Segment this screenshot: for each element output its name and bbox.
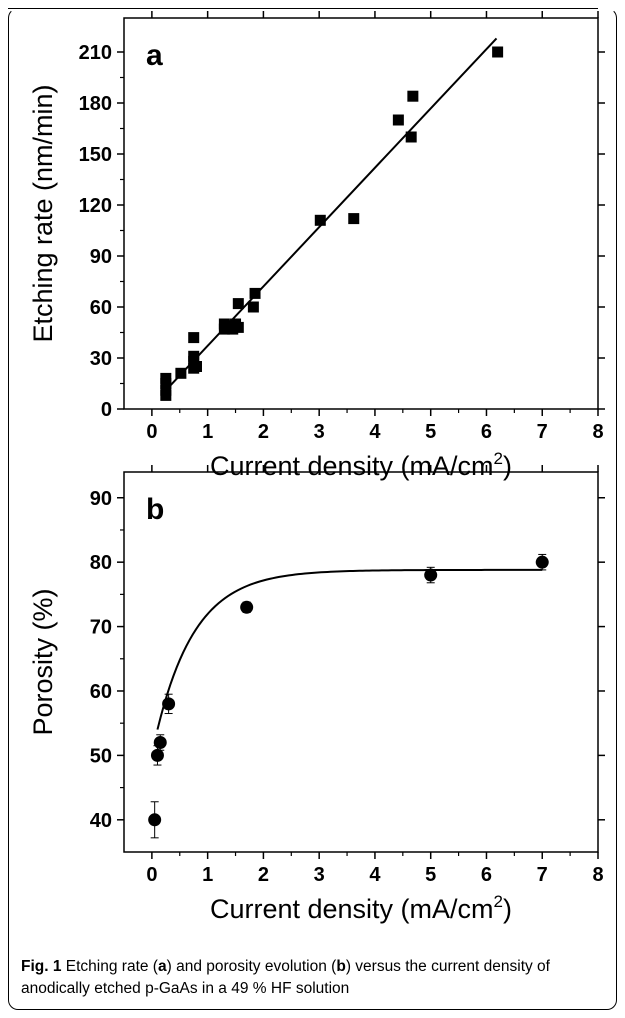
figure-frame — [8, 8, 617, 1010]
x-axis-title-close: ) — [503, 894, 512, 924]
y-tick-label: 0 — [101, 399, 112, 421]
x-tick-label: 5 — [425, 864, 436, 886]
y-tick-label: 50 — [90, 745, 112, 767]
y-tick-label: 70 — [90, 617, 112, 639]
data-point — [175, 367, 187, 379]
caption-part3: ) versus the current density of anodical… — [21, 958, 550, 997]
x-tick-label: 8 — [592, 864, 603, 886]
data-point — [188, 350, 200, 362]
y-tick-label: 150 — [79, 144, 112, 166]
data-point — [314, 214, 326, 226]
data-point — [249, 287, 261, 299]
data-point — [247, 301, 259, 313]
x-axis-title-superscript: 2 — [494, 449, 503, 468]
y-tick-label: 80 — [90, 552, 112, 574]
fit-line — [165, 37, 498, 391]
x-axis-title: Current density (mA/cm2) — [210, 449, 512, 481]
y-axis-title: Porosity (%) — [28, 588, 58, 735]
chart-panel-b: 0 1 2 3 4 5 6 7 8 40 50 60 70 80 90 b Current density (m… — [28, 465, 605, 924]
y-tick-label: 120 — [79, 195, 112, 217]
x-axis-title-main: Current density (mA/cm — [210, 451, 494, 481]
y-tick-label: 60 — [90, 297, 112, 319]
x-axis-title: Current density (mA/cm2) — [210, 892, 512, 924]
panel-letter: b — [146, 493, 164, 526]
y-tick-label: 60 — [90, 681, 112, 703]
data-point — [232, 321, 244, 333]
x-tick-label: 3 — [314, 421, 325, 443]
x-axis-title-main: Current density (mA/cm — [210, 894, 494, 924]
caption-label: Fig. 1 — [21, 958, 62, 975]
x-tick-label: 0 — [146, 421, 157, 443]
data-point — [160, 372, 172, 384]
x-tick-label: 7 — [537, 421, 548, 443]
y-tick-label: 90 — [90, 488, 112, 510]
x-tick-label: 0 — [146, 864, 157, 886]
x-tick-label: 2 — [258, 864, 269, 886]
data-point — [492, 46, 504, 58]
y-tick-label: 40 — [90, 810, 112, 832]
plot-area-a — [123, 17, 599, 410]
x-tick-label: 4 — [369, 421, 381, 443]
data-point — [348, 213, 360, 225]
figure-caption: Fig. 1 Etching rate (a) and porosity evo… — [21, 956, 611, 1000]
x-axis-title-superscript: 2 — [494, 892, 503, 911]
caption-ref-a: a — [157, 958, 167, 975]
data-point — [405, 131, 417, 143]
x-tick-label: 1 — [202, 864, 213, 886]
x-tick-label: 1 — [202, 421, 213, 443]
chart-panel-a: 0 1 2 3 4 5 6 7 8 0 30 60 90 120 150 180 210 a Current den… — [28, 11, 605, 481]
x-tick-label: 6 — [481, 421, 492, 443]
figure-frame-top — [8, 8, 598, 9]
y-tick-label: 210 — [79, 42, 112, 64]
data-point — [150, 748, 164, 762]
plot-area-b — [123, 471, 599, 853]
data-point — [162, 697, 176, 711]
data-point — [392, 114, 404, 126]
data-point — [188, 332, 200, 344]
data-point — [535, 555, 549, 569]
y-tick-label: 180 — [79, 93, 112, 115]
x-tick-label: 5 — [425, 421, 436, 443]
x-tick-label: 6 — [481, 864, 492, 886]
fit-curve — [156, 568, 543, 730]
data-point — [424, 568, 438, 582]
y-tick-label: 30 — [90, 348, 112, 370]
x-tick-label: 8 — [592, 421, 603, 443]
data-point — [240, 600, 254, 614]
x-tick-label: 4 — [369, 864, 381, 886]
x-tick-label: 7 — [537, 864, 548, 886]
x-axis-title-close: ) — [503, 451, 512, 481]
panel-letter: a — [146, 39, 163, 72]
caption-part1: Etching rate ( — [61, 958, 158, 975]
data-point — [153, 736, 167, 750]
x-tick-label: 3 — [314, 864, 325, 886]
data-point — [148, 813, 162, 827]
y-tick-label: 90 — [90, 246, 112, 268]
data-point — [232, 298, 244, 310]
caption-ref-b: b — [336, 958, 346, 975]
data-point — [160, 384, 172, 396]
data-point — [407, 90, 419, 102]
data-point — [190, 361, 202, 372]
x-tick-label: 2 — [258, 421, 269, 443]
y-axis-title: Etching rate (nm/min) — [28, 84, 58, 342]
caption-part2: ) and porosity evolution ( — [166, 958, 337, 975]
